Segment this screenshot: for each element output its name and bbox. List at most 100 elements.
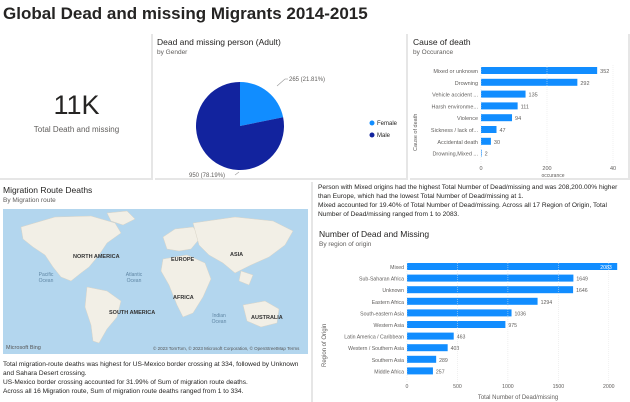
map-narrative-line-2: US-Mexico border crossing accounted for …	[3, 378, 248, 386]
migration-route-map[interactable]: NORTH AMERICA EUROPE ASIA AFRICA SOUTH A…	[3, 209, 308, 354]
cause-bar[interactable]	[481, 149, 482, 157]
kpi-label: Total Death and missing	[33, 125, 120, 134]
cause-bar[interactable]	[481, 126, 497, 133]
cause-value-label: 47	[500, 128, 506, 134]
origin-value-label: 463	[457, 335, 466, 341]
pie-subtitle: by Gender	[157, 49, 188, 56]
origin-bar[interactable]	[407, 321, 506, 328]
world-map-land	[20, 210, 294, 344]
cause-category-label: Drowning,Mixed ...	[432, 152, 478, 158]
origin-category-label: Eastern Africa	[372, 300, 404, 306]
origin-x-axis-title: Total Number of Dead/missing	[478, 395, 558, 401]
map-label-atlantic: Atlantic Ocean	[125, 272, 143, 284]
cause-bar[interactable]	[481, 102, 518, 110]
origin-title: Number of Dead and Missing	[319, 229, 430, 239]
origin-subtitle: By region of origin	[319, 241, 372, 248]
region-origin-bar-chart[interactable]: Region of Origin Total Number of Dead/mi…	[315, 252, 628, 402]
origin-value-label: 975	[508, 323, 517, 329]
legend-marker-female	[369, 120, 375, 126]
origin-bar[interactable]	[407, 309, 512, 317]
origin-category-label: South-eastern Asia	[360, 311, 404, 317]
origin-category-label: Mixed	[390, 265, 404, 271]
origin-narrative: Person with Mixed origins had the highes…	[318, 184, 628, 220]
origin-category-label: Middle Africa	[374, 369, 404, 375]
legend-label-female[interactable]: Female	[377, 121, 398, 127]
origin-category-label: Sub-Saharan Africa	[359, 277, 404, 283]
map-label-europe: EUROPE	[171, 257, 195, 263]
cause-category-label: Drowning	[455, 81, 478, 87]
cause-category-label: Harsh environme...	[432, 104, 479, 110]
cause-subtitle: by Occurance	[413, 49, 454, 56]
origin-tick-label: 2000	[603, 384, 615, 390]
pie-label-female: 265 (21.81%)	[289, 77, 325, 83]
origin-tick-label: 1500	[553, 384, 565, 390]
origin-category-label: Western Asia	[374, 323, 405, 329]
origin-value-label: 1646	[576, 288, 588, 294]
map-narrative-line-1: Total migration-route deaths was highest…	[3, 361, 299, 377]
origin-tick-label: 1000	[502, 384, 514, 390]
origin-bar[interactable]	[407, 332, 454, 340]
map-label-asia: ASIA	[230, 252, 244, 258]
pie-title: Dead and missing person (Adult)	[157, 37, 281, 47]
legend-label-male[interactable]: Male	[377, 133, 391, 139]
cause-category-label: Vehicle accident ...	[432, 93, 478, 99]
origin-value-label: 2083	[600, 265, 612, 271]
cause-bar[interactable]	[481, 90, 526, 98]
origin-category-label: Latin America / Caribbean	[344, 335, 404, 341]
origin-bar[interactable]	[407, 355, 437, 363]
cause-x-axis-title: occurance	[541, 173, 564, 179]
origin-value-label: 1649	[576, 277, 588, 283]
origin-category-label: Southern Asia	[372, 358, 404, 364]
origin-category-label: Unknown	[382, 288, 404, 294]
pie-slice-male[interactable]	[196, 82, 284, 170]
cause-tick-label: 40	[610, 166, 616, 172]
map-label-africa: AFRICA	[173, 295, 194, 301]
map-narrative-line-3: Across all 16 Migration route, Sum of mi…	[3, 387, 244, 395]
report-title: Global Dead and missing Migrants 2014-20…	[3, 4, 368, 23]
origin-value-label: 289	[439, 358, 448, 364]
bing-logo: Microsoft Bing	[6, 345, 41, 351]
cause-category-label: Violence	[457, 116, 478, 122]
female-label-leader	[276, 78, 286, 87]
cause-category-label: Mixed or unknown	[433, 69, 478, 75]
cause-value-label: 2	[485, 152, 488, 158]
origin-tick-label: 0	[406, 384, 409, 390]
cause-category-label: Accidental death	[437, 140, 478, 146]
cause-bar[interactable]	[481, 137, 491, 145]
cause-y-axis-title: Cause of death	[413, 114, 419, 151]
gender-pie-chart[interactable]: 265 (21.81%) 950 (78.19%) Female Male	[155, 54, 405, 179]
map-title: Migration Route Deaths	[3, 185, 93, 195]
origin-bar[interactable]	[407, 367, 433, 375]
cause-category-label: Sickness / lack of...	[431, 128, 479, 134]
cause-bar[interactable]	[481, 67, 598, 74]
cause-of-death-card[interactable]: Cause of death by Occurance Cause of dea…	[410, 34, 630, 180]
region-origin-card[interactable]: Person with Mixed origins had the highes…	[315, 182, 630, 402]
origin-bar[interactable]	[407, 297, 538, 305]
cause-value-label: 111	[521, 104, 529, 110]
map-subtitle: By Migration route	[3, 197, 56, 204]
cause-bar[interactable]	[481, 114, 513, 122]
origin-category-label: Western / Southern Asia	[348, 346, 404, 352]
map-credit: © 2023 TomTom, © 2023 Microsoft Corporat…	[153, 346, 300, 351]
cause-title: Cause of death	[413, 37, 471, 47]
kpi-value: 11K	[53, 90, 100, 120]
origin-value-label: 1036	[515, 311, 527, 317]
origin-bar[interactable]	[407, 263, 618, 270]
cause-tick-label: 0	[479, 166, 482, 172]
origin-value-label: 403	[451, 346, 460, 352]
cause-tick-label: 200	[542, 166, 551, 172]
map-narrative: Total migration-route deaths was highest…	[3, 361, 308, 397]
cause-bar[interactable]	[481, 78, 578, 86]
pie-slice-female[interactable]	[240, 82, 284, 126]
map-label-australia: AUSTRALIA	[251, 315, 283, 321]
gender-pie-card[interactable]: Dead and missing person (Adult) by Gende…	[155, 34, 408, 180]
origin-bar[interactable]	[407, 344, 448, 352]
map-label-north-america: NORTH AMERICA	[73, 254, 120, 260]
map-label-pacific: Pacific Ocean	[38, 272, 54, 284]
origin-bar[interactable]	[407, 274, 574, 282]
origin-tick-label: 500	[453, 384, 462, 390]
origin-bar[interactable]	[407, 286, 574, 294]
kpi-card[interactable]: 11K Total Death and missing	[0, 34, 153, 180]
pie-label-male: 950 (78.19%)	[189, 173, 225, 179]
cause-of-death-bar-chart[interactable]: Cause of death occurance Mixed or unknow…	[410, 59, 628, 179]
